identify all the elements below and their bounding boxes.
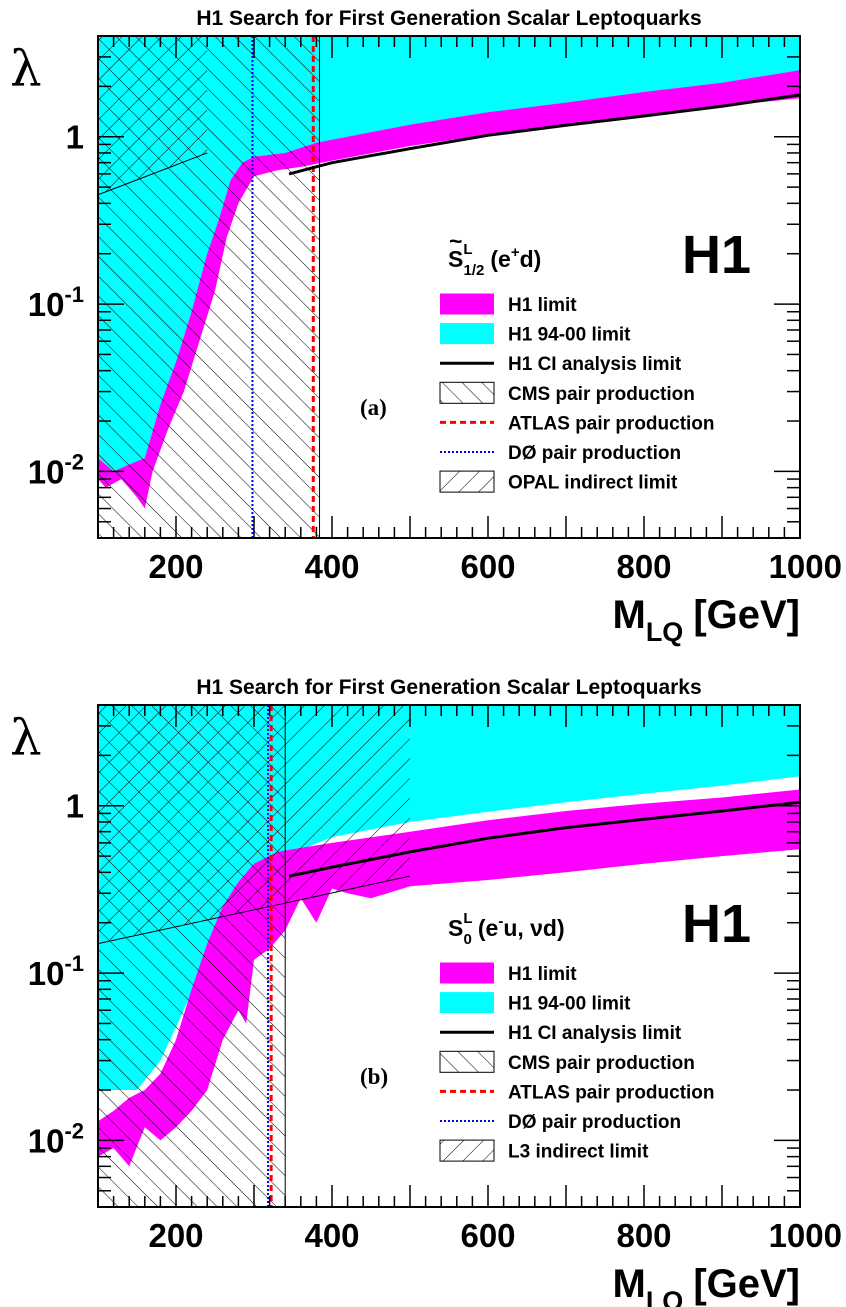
legend-label: H1 CI analysis limit <box>508 1023 682 1044</box>
experiment-label: H1 <box>682 894 751 954</box>
legend-item-ci: H1 CI analysis limit <box>440 354 682 375</box>
legend-swatch <box>439 1139 495 1162</box>
y-tick-label: 10-2 <box>28 449 84 490</box>
legend-item-h1: H1 limit <box>440 293 577 316</box>
legend-label: CMS pair production <box>508 1053 695 1074</box>
y-axis-label: λ <box>10 709 42 767</box>
legend-label: H1 limit <box>508 964 577 985</box>
chart-panel-b: H1 Search for First Generation Scalar Le… <box>10 676 842 1307</box>
y-tick-label: 10-1 <box>28 282 84 323</box>
legend-swatch <box>440 962 494 984</box>
x-tick-label: 400 <box>304 548 359 585</box>
legend-label: ATLAS pair production <box>508 1082 715 1103</box>
y-tick-label: 1 <box>66 788 84 825</box>
legend-item-h194: H1 94-00 limit <box>440 992 631 1015</box>
x-tick-label: 200 <box>148 548 203 585</box>
legend-swatch <box>439 1050 495 1073</box>
x-tick-label: 400 <box>304 1217 359 1254</box>
x-tick-label: 200 <box>148 1217 203 1254</box>
legend-label: L3 indirect limit <box>508 1142 649 1163</box>
x-tick-label: 800 <box>616 1217 671 1254</box>
plot-area <box>98 36 800 538</box>
model-label-text: SL 1/2 (e+d) <box>448 241 541 279</box>
legend-label: H1 94-00 limit <box>508 325 631 346</box>
x-tick-label: 600 <box>460 1217 515 1254</box>
legend-swatch <box>439 470 495 493</box>
y-axis-label: λ <box>10 40 42 98</box>
x-tick-label: 1000 <box>769 548 842 585</box>
legend-label: H1 limit <box>508 295 577 316</box>
legend-label: OPAL indirect limit <box>508 473 678 494</box>
chart-title: H1 Search for First Generation Scalar Le… <box>196 676 701 699</box>
legend-swatch <box>439 381 495 404</box>
model-label-text: SL 0 (e-u, νd) <box>448 910 565 948</box>
legend-item-cms: CMS pair production <box>439 1050 695 1074</box>
plot-frame <box>97 35 801 539</box>
legend-swatch <box>440 323 494 345</box>
legend-swatch <box>440 992 494 1014</box>
legend-swatch <box>440 293 494 315</box>
legend-label: H1 CI analysis limit <box>508 354 682 375</box>
chart-title: H1 Search for First Generation Scalar Le… <box>196 7 701 30</box>
chart-panel-a: H1 Search for First Generation Scalar Le… <box>10 7 842 647</box>
legend-item-d0: DØ pair production <box>440 443 681 464</box>
legend-label: DØ pair production <box>508 443 681 464</box>
y-tick-label: 10-1 <box>28 951 84 992</box>
x-tick-label: 600 <box>460 548 515 585</box>
legend-item-ci: H1 CI analysis limit <box>440 1023 682 1044</box>
x-axis-label: MLQ [GeV] <box>612 1262 800 1307</box>
cms-pair-production-hatch <box>98 705 286 1207</box>
plot-area <box>98 705 800 1207</box>
model-label: SL 1/2 (e+d)~ <box>448 228 541 279</box>
legend-label: CMS pair production <box>508 384 695 405</box>
x-tick-label: 1000 <box>769 1217 842 1254</box>
legend-label: DØ pair production <box>508 1112 681 1133</box>
legend: H1 limit H1 94-00 limit H1 CI analysis lim… <box>439 962 715 1163</box>
x-axis-label: MLQ [GeV] <box>612 593 800 647</box>
legend-item-h1: H1 limit <box>440 962 577 985</box>
model-tilde-mark: ~ <box>449 228 462 254</box>
panel-label: (a) <box>360 395 387 420</box>
legend-item-ind: L3 indirect limit <box>439 1139 649 1163</box>
experiment-label: H1 <box>682 225 751 285</box>
panel-label: (b) <box>360 1064 388 1089</box>
legend-label: ATLAS pair production <box>508 413 715 434</box>
cms-pair-production-hatch <box>98 36 320 538</box>
h1-ci-analysis-line <box>288 93 800 176</box>
legend-label: H1 94-00 limit <box>508 994 631 1015</box>
x-tick-label: 800 <box>616 548 671 585</box>
legend-item-d0: DØ pair production <box>440 1112 681 1133</box>
model-label: SL 0 (e-u, νd) <box>448 910 565 948</box>
plot-frame <box>97 704 801 1208</box>
legend-item-atlas: ATLAS pair production <box>440 413 715 434</box>
legend-item-ind: OPAL indirect limit <box>439 470 678 494</box>
legend-item-h194: H1 94-00 limit <box>440 323 631 346</box>
legend-item-cms: CMS pair production <box>439 381 695 405</box>
y-tick-label: 1 <box>66 119 84 156</box>
h1-ci-analysis-line <box>288 800 800 878</box>
legend-item-atlas: ATLAS pair production <box>440 1082 715 1103</box>
legend: H1 limit H1 94-00 limit H1 CI analysis lim… <box>439 293 715 494</box>
y-tick-label: 10-2 <box>28 1118 84 1159</box>
